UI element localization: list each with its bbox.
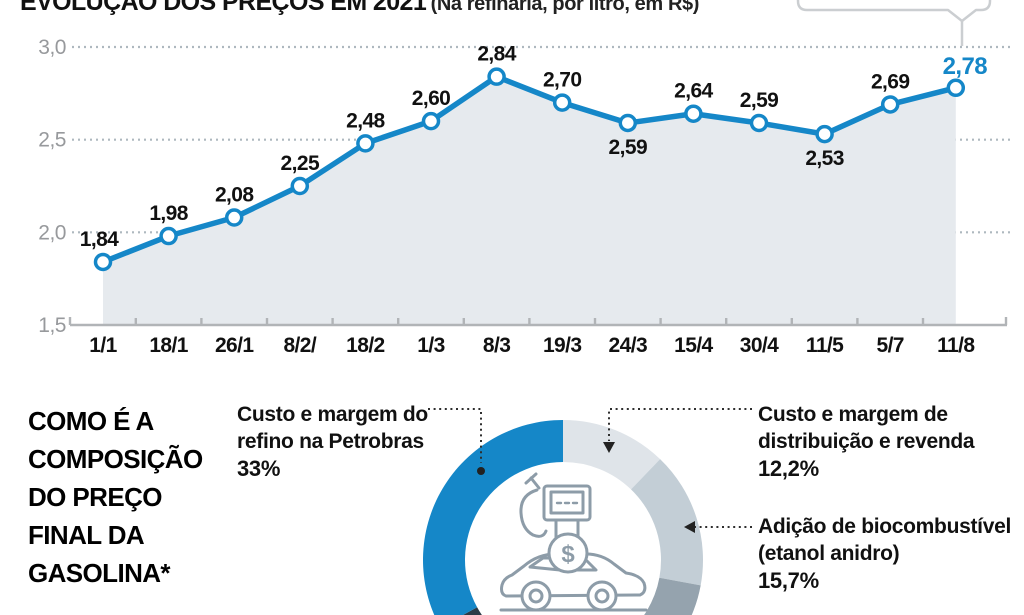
svg-text:5/7: 5/7: [876, 334, 903, 357]
slice-label-line: refino na Petrobras: [237, 430, 424, 453]
svg-text:2,0: 2,0: [38, 221, 66, 244]
price-evolution-line-chart: 1,5 2,0 2,5 3,0 1/1 18/1 26/1 8/2/18/2 1/3 8/3 19/…: [38, 0, 1014, 357]
svg-text:1/3: 1/3: [417, 334, 444, 357]
leader-lines: [428, 408, 752, 533]
svg-text:2,70: 2,70: [543, 69, 581, 92]
svg-text:2,60: 2,60: [412, 87, 450, 110]
svg-text:2,59: 2,59: [740, 89, 778, 112]
data-points: [93, 67, 966, 272]
svg-text:1,98: 1,98: [149, 202, 188, 225]
svg-text:18/2: 18/2: [346, 334, 384, 357]
svg-text:24/3: 24/3: [609, 334, 647, 357]
page-title-main: EVOLUÇÃO DOS PREÇOS EM 2021: [20, 0, 427, 16]
x-axis-labels: 1/1 18/1 26/1 8/2/18/2 1/3 8/3 19/3 24/3 15/4 30/…: [89, 334, 976, 357]
leader-refino: [428, 408, 482, 463]
composition-title-line: COMPOSIÇÃO: [28, 444, 203, 474]
y-axis-labels: 1,5 2,0 2,5 3,0: [38, 36, 66, 337]
donut-slice-0: [563, 420, 661, 490]
svg-text:11/5: 11/5: [806, 334, 844, 357]
slice-label-line: Custo e margem de: [758, 403, 948, 426]
callout-bubble: [796, 0, 992, 46]
slice-label-line: (etanol anidro): [758, 542, 900, 565]
svg-text:8/2/: 8/2/: [283, 334, 316, 357]
donut-slice-1: [630, 459, 703, 586]
svg-text:2,5: 2,5: [38, 129, 66, 152]
svg-text:30/4: 30/4: [740, 334, 779, 357]
svg-text:2,78: 2,78: [943, 53, 988, 80]
svg-text:8/3: 8/3: [483, 334, 510, 357]
svg-text:1/1: 1/1: [89, 334, 117, 357]
donut-slice-3: [462, 607, 482, 615]
price-line: [100, 73, 959, 265]
composition-title-line: GASOLINA*: [28, 558, 171, 588]
svg-text:3,0: 3,0: [38, 36, 66, 59]
slice-label-line: Adição de biocombustível: [758, 515, 1012, 538]
leader-distribuicao: [608, 408, 752, 441]
donut-slice-4: [423, 420, 563, 615]
slice-label-line: distribuição e revenda: [758, 430, 975, 453]
value-labels: 1,84 1,98 2,08 2,25 2,48 2,60 2,84 2,70 2,59 2,64…: [80, 43, 988, 251]
svg-text:2,25: 2,25: [281, 152, 320, 175]
page-title-note: (Na refinaria, por litro, em R$): [430, 0, 700, 15]
composition-title-line: DO PREÇO: [28, 482, 162, 512]
gridlines: [72, 45, 1014, 234]
dollar-icon: $: [561, 541, 575, 568]
slice-label-pct: 12,2%: [758, 456, 819, 481]
svg-text:18/1: 18/1: [149, 334, 188, 357]
slice-label-pct: 33%: [237, 456, 281, 481]
svg-text:2,48: 2,48: [346, 109, 385, 132]
svg-text:11/8: 11/8: [937, 334, 975, 357]
page-title: EVOLUÇÃO DOS PREÇOS EM 2021 (Na refinari…: [20, 0, 699, 17]
composition-title-line: FINAL DA: [28, 520, 145, 550]
svg-text:15/4: 15/4: [674, 334, 713, 357]
composition-title-line: COMO É A: [28, 406, 154, 436]
svg-text:1,84: 1,84: [80, 228, 119, 251]
svg-text:2,69: 2,69: [871, 70, 909, 93]
svg-text:19/3: 19/3: [543, 334, 581, 357]
donut-slice-2: [644, 577, 701, 615]
slice-label-pct: 15,7%: [758, 568, 819, 593]
svg-text:2,64: 2,64: [674, 80, 713, 103]
composition-title: COMO É A COMPOSIÇÃO DO PREÇO FINAL DA GA…: [28, 402, 203, 592]
slice-label-distribuicao-revenda: Custo e margem de distribuição e revenda…: [758, 401, 975, 482]
svg-text:26/1: 26/1: [215, 334, 254, 357]
svg-text:1,5: 1,5: [38, 314, 66, 337]
slice-label-line: Custo e margem do: [237, 403, 428, 426]
donut-slices: [423, 420, 703, 615]
area-fill: [103, 76, 956, 325]
fuel-pump-car-icon: $: [499, 472, 648, 612]
slice-label-refino-petrobras: Custo e margem do refino na Petrobras 33…: [237, 401, 428, 482]
x-axis: [68, 317, 1008, 327]
svg-text:2,59: 2,59: [609, 136, 647, 159]
svg-text:2,84: 2,84: [477, 43, 516, 66]
svg-text:2,53: 2,53: [805, 147, 843, 170]
svg-text:2,08: 2,08: [215, 184, 254, 207]
slice-label-etanol-anidro: Adição de biocombustível (etanol anidro)…: [758, 513, 1011, 594]
